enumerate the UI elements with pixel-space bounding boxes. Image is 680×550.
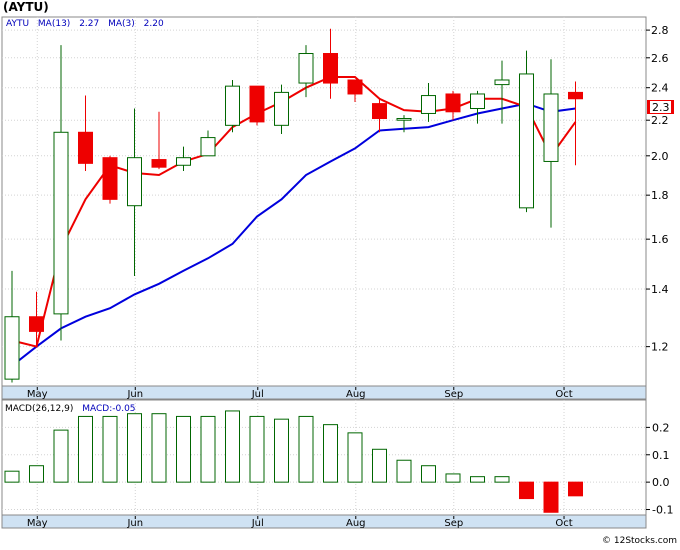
candle-body <box>274 91 289 126</box>
macd-bar <box>4 470 20 483</box>
candle-body <box>347 79 363 95</box>
price-y-tick-label: 1.6 <box>651 233 669 246</box>
candle-body <box>396 118 412 121</box>
macd-bar <box>396 459 412 483</box>
macd-y-tick-label: 0.0 <box>652 476 670 489</box>
x-axis-bottom-label: Aug <box>346 518 366 529</box>
x-axis-top-label: May <box>27 389 48 400</box>
x-axis-top-label: Jul <box>251 389 264 400</box>
macd-bar <box>102 415 118 483</box>
macd-bar <box>519 481 534 500</box>
macd-bar <box>274 418 289 483</box>
x-axis-top-label: Sep <box>444 389 463 400</box>
price-panel: 2.8 2.6 2.4 2.2 2.0 1.8 1.6 1.4 1.2 (AYTU) AYTU … <box>1 0 674 387</box>
x-axis-top-label: Jun <box>126 389 143 400</box>
x-axis-bottom-label: May <box>27 518 48 529</box>
candle-body <box>78 131 93 164</box>
price-y-tick-label: 2.2 <box>651 114 669 127</box>
macd-bar <box>78 415 93 483</box>
macd-y-tick-label: 0.2 <box>652 421 670 434</box>
candle-body <box>249 85 265 123</box>
date-axis-top: May Jun Jul Aug Sep Oct <box>1 385 647 400</box>
macd-bar <box>568 481 583 497</box>
macd-legend-label: MACD(26,12,9) <box>5 404 73 414</box>
macd-bar <box>29 465 44 483</box>
price-y-tick-label: 1.8 <box>651 189 669 202</box>
ticker-title: (AYTU) <box>3 0 49 14</box>
candle-body <box>519 73 534 209</box>
candle-body <box>421 95 436 114</box>
macd-bar <box>421 465 436 483</box>
price-y-axis: 2.8 2.6 2.4 2.2 2.0 1.8 1.6 1.4 1.2 <box>646 24 669 354</box>
last-price-label: 2.3 <box>652 101 670 114</box>
candle-body <box>53 131 69 315</box>
legend-symbol: AYTU <box>6 19 29 29</box>
candle-body <box>200 137 216 157</box>
macd-bar <box>151 413 167 483</box>
price-legend: AYTU MA(13) 2.27 MA(3) 2.20 <box>6 19 164 29</box>
candlesticks <box>4 28 583 383</box>
macd-bar <box>470 476 485 483</box>
candle-body <box>176 157 191 166</box>
price-y-tick-label: 1.4 <box>651 283 669 296</box>
legend-ma13-label: MA(13) <box>38 19 70 29</box>
macd-bar <box>225 410 240 483</box>
candle-body <box>543 93 559 162</box>
macd-bar <box>543 481 559 513</box>
candle-body <box>568 91 583 100</box>
x-axis-bottom-label: Jul <box>251 518 264 529</box>
x-axis-top-label: Oct <box>555 389 572 400</box>
macd-panel: 0.2 0.1 0.0 -0.1 MACD(26,12,9) MACD:-0.05 <box>1 399 673 517</box>
macd-bar <box>445 473 461 483</box>
date-axis-bottom: May Jun Jul Aug Sep Oct <box>1 514 647 529</box>
macd-bar <box>127 413 142 483</box>
macd-bar <box>323 424 338 483</box>
legend-ma3-label: MA(3) <box>108 19 135 29</box>
candle-body <box>127 157 142 207</box>
macd-y-tick-label: 0.1 <box>652 449 670 462</box>
candle-body <box>29 316 44 332</box>
macd-bar <box>372 448 387 483</box>
price-y-tick-label: 2.4 <box>651 82 669 95</box>
macd-histogram <box>4 410 583 513</box>
candle-body <box>298 53 314 84</box>
x-axis-bottom-label: Sep <box>444 518 463 529</box>
candle-body <box>323 53 338 84</box>
candle-body <box>102 157 118 200</box>
macd-y-tick-label: -0.1 <box>652 504 673 517</box>
macd-legend: MACD(26,12,9) MACD:-0.05 <box>5 404 136 414</box>
macd-bar <box>249 415 265 483</box>
legend-ma3-value: 2.20 <box>144 19 164 29</box>
macd-bar <box>298 415 314 483</box>
x-axis-top-label: Aug <box>346 389 366 400</box>
x-axis-bottom-label: Oct <box>555 518 572 529</box>
last-price-tag: 2.3 <box>647 100 674 114</box>
price-y-tick-label: 2.8 <box>651 24 669 37</box>
price-y-tick-label: 1.2 <box>651 341 669 354</box>
price-y-tick-label: 2.0 <box>651 150 669 163</box>
candle-body <box>470 93 485 110</box>
watermark: © 12Stocks.com <box>602 536 677 546</box>
ma13-line <box>11 102 576 367</box>
x-axis-bottom-label: Jun <box>126 518 143 529</box>
candle-body <box>372 103 387 120</box>
price-y-tick-label: 2.6 <box>651 52 669 65</box>
candle-body <box>445 93 461 113</box>
candle-body <box>151 159 167 168</box>
macd-legend-value: MACD:-0.05 <box>82 404 135 414</box>
macd-y-axis: 0.2 0.1 0.0 -0.1 <box>646 421 673 517</box>
macd-bar <box>200 415 216 483</box>
macd-bar <box>494 476 510 483</box>
candle-body <box>4 316 20 380</box>
macd-bar <box>347 432 363 483</box>
candle-body <box>494 79 510 86</box>
legend-ma13-value: 2.27 <box>79 19 99 29</box>
macd-bar <box>176 415 191 483</box>
candle-body <box>225 85 240 126</box>
macd-bar <box>53 429 69 483</box>
